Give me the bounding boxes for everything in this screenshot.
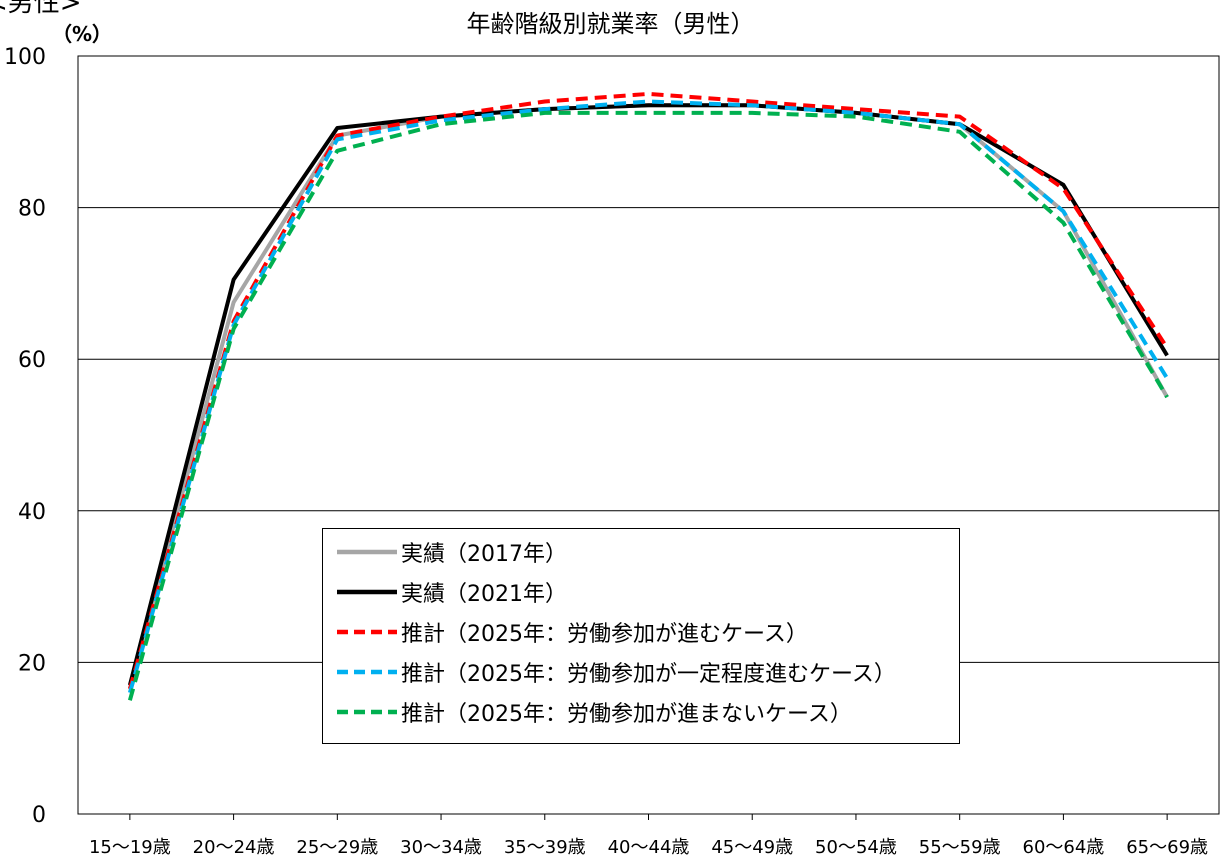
legend: 実績（2017年） 実績（2021年） 推計（2025年：労働参加が進むケース）… [322,528,960,744]
legend-label: 実績（2017年） [401,542,567,567]
x-tick-label: 40～44歳 [608,837,690,858]
x-tick-label: 50～54歳 [815,837,897,858]
legend-item-proj-advance: 推計（2025年：労働参加が進むケース） [335,617,808,647]
x-tick-label: 30～34歳 [400,837,482,858]
legend-swatch-proj-no-advance [337,709,397,715]
legend-item-proj-no-advance: 推計（2025年：労働参加が進まないケース） [335,697,852,727]
legend-item-actual-2017: 実績（2017年） [335,537,567,567]
y-tick-label: 40 [18,500,46,525]
legend-swatch-proj-advance [337,629,397,635]
legend-swatch-proj-moderate [337,669,397,675]
chart-title: 年齢階級別就業率（男性） [466,10,755,38]
legend-item-actual-2021: 実績（2021年） [335,577,567,607]
y-tick-label: 60 [18,348,46,373]
legend-swatch-actual-2021 [337,589,397,595]
x-tick-label: 45～49歳 [711,837,793,858]
x-tick-label: 25～29歳 [296,837,378,858]
y-tick-label: 100 [4,45,46,70]
y-tick-label: 20 [18,651,46,676]
legend-swatch-actual-2017 [337,549,397,555]
axes: 0 20 40 60 80 100 15～19歳 20～24歳 25～29歳 30～34歳 35～3… [4,45,1208,858]
legend-label: 推計（2025年：労働参加が進むケース） [401,622,808,647]
series-lines [127,91,1169,701]
series-line-4 [127,99,1169,694]
y-tick-label: 0 [32,803,46,828]
x-tick-label: 20～24歳 [193,837,275,858]
y-tick-label: 80 [18,197,46,222]
y-axis-unit-label: （%） [52,22,113,46]
x-tick-label: 15～19歳 [89,837,171,858]
x-tick-label: 55～59歳 [919,837,1001,858]
x-tick-label: 65～69歳 [1126,837,1208,858]
x-tick-label: 60～64歳 [1023,837,1105,858]
legend-label: 推計（2025年：労働参加が進まないケース） [401,702,852,727]
legend-label: 実績（2021年） [401,582,567,607]
legend-label: 推計（2025年：労働参加が一定程度進むケース） [401,662,896,687]
legend-item-proj-moderate: 推計（2025年：労働参加が一定程度進むケース） [335,657,896,687]
series-line-3 [127,91,1169,690]
series-line-5 [127,110,1169,701]
panel-label: <男性> [0,0,82,18]
x-tick-label: 35～39歳 [504,837,586,858]
